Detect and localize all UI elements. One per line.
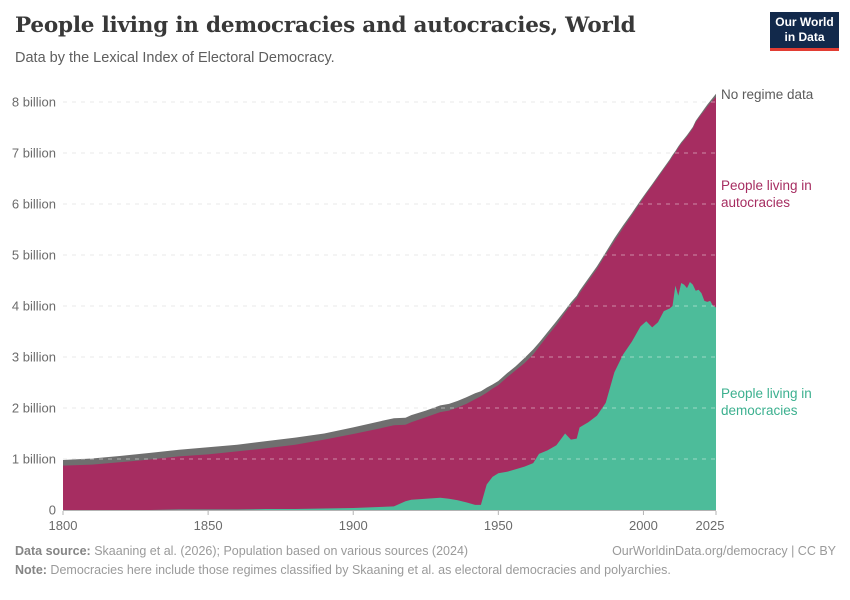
y-axis-tick-label: 2 billion [12, 401, 56, 416]
series-label-no-regime-data: No regime data [721, 87, 814, 102]
y-axis-tick-label: 7 billion [12, 146, 56, 161]
data-source-line: Data source: Skaaning et al. (2026); Pop… [15, 544, 468, 558]
owid-logo-line1: Our World [775, 15, 834, 29]
chart-footer: Data source: Skaaning et al. (2026); Pop… [15, 544, 836, 577]
y-axis-tick-label: 8 billion [12, 95, 56, 110]
series-label-democracies: People living in democracies [721, 386, 812, 419]
page-title: People living in democracies and autocra… [15, 13, 636, 38]
x-axis-tick-label: 1850 [194, 518, 223, 533]
y-axis-tick-label: 4 billion [12, 299, 56, 314]
y-axis-tick-label: 0 [49, 503, 56, 518]
y-axis-tick-label: 3 billion [12, 350, 56, 365]
x-axis-tick-label: 2000 [629, 518, 658, 533]
y-axis-tick-label: 5 billion [12, 248, 56, 263]
note-line: Note: Democracies here include those reg… [15, 563, 671, 577]
x-axis-tick-label: 1950 [484, 518, 513, 533]
series-label-autocracies: People living in autocracies [721, 178, 812, 211]
owid-logo-line2: in Data [784, 30, 825, 44]
area-democracies [63, 282, 716, 510]
owid-url-link[interactable]: OurWorldinData.org/democracy | CC BY [612, 544, 836, 558]
data-source-text: Skaaning et al. (2026); Population based… [90, 544, 469, 558]
area-autocracies [63, 96, 716, 511]
x-axis-tick-label: 1900 [339, 518, 368, 533]
y-axis-tick-label: 6 billion [12, 197, 56, 212]
x-axis-tick-label: 2025 [696, 518, 725, 533]
y-axis-tick-label: 1 billion [12, 452, 56, 467]
data-source-label: Data source: [15, 544, 91, 558]
note-label: Note: [15, 563, 47, 577]
x-axis-tick-label: 1800 [49, 518, 78, 533]
chart-subtitle: Data by the Lexical Index of Electoral D… [15, 50, 335, 66]
note-text: Democracies here include those regimes c… [46, 563, 671, 577]
owid-logo[interactable]: Our World in Data [770, 12, 839, 51]
